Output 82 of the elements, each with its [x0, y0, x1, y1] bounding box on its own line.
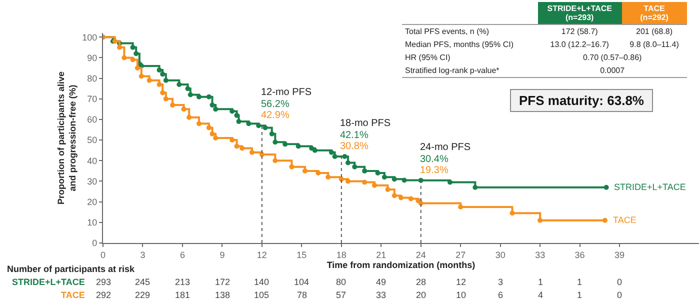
annotation: Stratified log-rank p-value* [402, 64, 538, 78]
annotation: Total PFS events, n (%) [402, 24, 538, 38]
y-tick-label: 20 [87, 196, 98, 207]
text: STRIDE+L+TACE (n=293) [538, 2, 622, 24]
series-label: STRIDE+L+TACE [614, 182, 686, 192]
text: TACE [61, 290, 85, 300]
y-tick-label: 90 [87, 52, 98, 63]
text: 78 [297, 290, 308, 300]
text: 172 [215, 277, 230, 287]
x-tick-label: 9 [220, 250, 225, 260]
x-tick-label: 18 [336, 250, 346, 260]
annotation: 42.1% [340, 130, 368, 141]
annotation: 19.3% [420, 165, 448, 176]
text: 4 [538, 290, 544, 300]
text: 49 [376, 277, 386, 287]
text: 293 [96, 277, 112, 287]
x-tick-label: 36 [574, 250, 585, 260]
text: 105 [254, 290, 270, 300]
text: Number of participants at risk [7, 264, 136, 274]
text: 138 [215, 290, 230, 300]
ref-line-label: 18-mo PFS [340, 118, 391, 129]
text: 6 [498, 290, 504, 300]
annotation: Median PFS, months (95% CI) [404, 39, 514, 51]
x-tick-label: 27 [456, 250, 466, 260]
annotation: 30.4% [420, 154, 448, 165]
text: 245 [135, 277, 150, 287]
x-tick-label: 6 [180, 250, 185, 260]
x-tick-label: 30 [495, 250, 506, 260]
text: 1 [538, 277, 544, 287]
annotation: 56.2% [261, 99, 290, 110]
y-tick-label: 80 [87, 73, 98, 84]
y-tick-label: 0 [92, 238, 98, 248]
annotation: 0.0007 [538, 64, 687, 78]
x-tick-label: 24 [416, 250, 426, 260]
x-tick-label: 12 [256, 250, 267, 260]
text: 292 [96, 290, 112, 300]
y-axis-title: Proportion of participants alive and progression-free (%) [56, 71, 78, 205]
y-tick-label: 100 [82, 32, 98, 42]
y-tick-label: 70 [87, 94, 98, 104]
text: 181 [175, 290, 190, 300]
ref-line-label: 12-mo PFS [261, 87, 312, 98]
y-tick-label: 10 [87, 218, 98, 228]
annotation: 0.70 (0.57–0.86) [582, 52, 643, 64]
text: 33 [376, 290, 386, 300]
text: 104 [294, 277, 310, 287]
x-tick-label: 39 [614, 250, 625, 260]
y-tick-label: 50 [87, 135, 98, 146]
x-tick-label: 21 [376, 250, 386, 260]
ref-line-label: 24-mo PFS [420, 142, 471, 153]
y-tick-label: 40 [87, 156, 98, 166]
y-tick-label: 60 [87, 114, 98, 125]
text: 3 [498, 277, 504, 287]
text: TACE (n=292) [622, 2, 687, 24]
text: 0 [617, 290, 622, 300]
text: 10 [456, 290, 466, 300]
annotation: 30.8% [340, 141, 368, 152]
text: 1 [577, 277, 582, 287]
annotation: 42.9% [261, 110, 290, 121]
text: 213 [175, 277, 190, 287]
x-tick-label: 0 [100, 250, 106, 260]
annotation: 172 (58.7) [538, 24, 622, 38]
annotation: 13.0 (12.2–16.7) [549, 39, 610, 51]
text: 80 [336, 277, 346, 287]
annotation: HR (95% CI) [404, 52, 452, 64]
text: 229 [135, 290, 150, 300]
x-tick-label: 3 [140, 250, 146, 260]
series-label: TACE [613, 215, 636, 225]
x-axis-title: Time from randomization (months) [326, 260, 476, 270]
text: 28 [416, 277, 426, 287]
text: 57 [336, 290, 346, 300]
annotation: 9.8 (8.0–11.4) [628, 39, 680, 51]
annotation: 201 (68.8) [622, 24, 687, 38]
text: 20 [416, 290, 426, 300]
text: STRIDE+L+TACE [12, 277, 85, 287]
text: 140 [254, 277, 270, 287]
text: 0 [617, 277, 622, 287]
text: 12 [456, 277, 466, 287]
text: 1 [577, 290, 582, 300]
x-tick-label: 33 [535, 250, 546, 260]
x-tick-label: 15 [296, 250, 307, 260]
annotation: PFS maturity: 63.8% [510, 89, 653, 112]
y-tick-label: 30 [87, 176, 98, 186]
